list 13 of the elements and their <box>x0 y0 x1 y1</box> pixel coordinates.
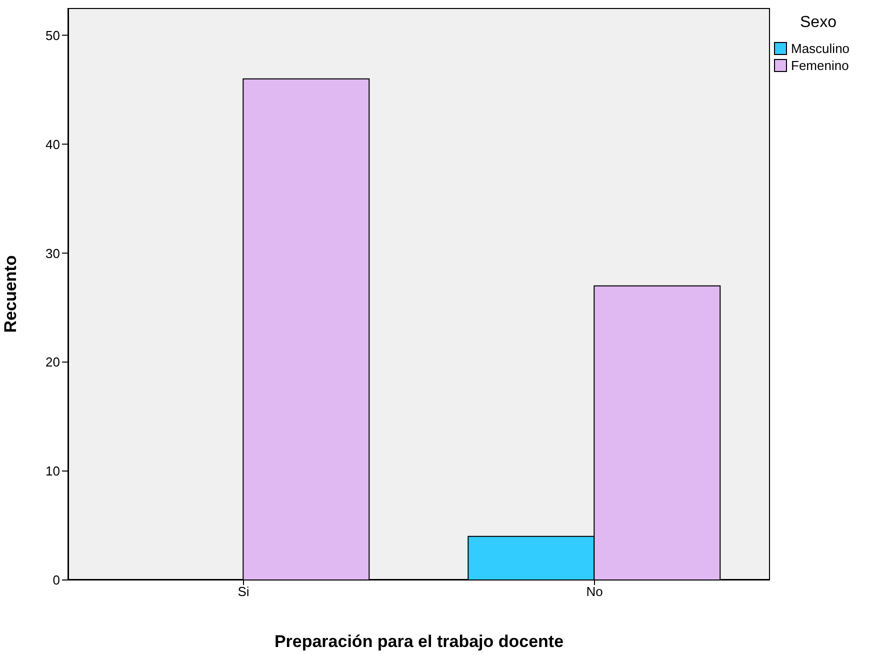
y-axis-title: Recuento <box>1 255 20 333</box>
y-tick-label: 0 <box>52 572 60 588</box>
y-tick-label: 30 <box>46 246 60 261</box>
y-tick-label: 40 <box>46 136 60 152</box>
x-axis-title: Preparación para el trabajo docente <box>274 632 564 651</box>
y-tick-label: 50 <box>46 28 60 43</box>
legend-title: Sexo <box>800 14 838 32</box>
x-tick-label: Si <box>238 584 250 600</box>
y-tick-label: 10 <box>46 464 60 479</box>
legend-label: Femenino <box>791 58 849 73</box>
legend-label: Masculino <box>791 41 850 56</box>
x-tick-label: No <box>586 584 603 600</box>
y-tick-label: 20 <box>46 354 60 370</box>
